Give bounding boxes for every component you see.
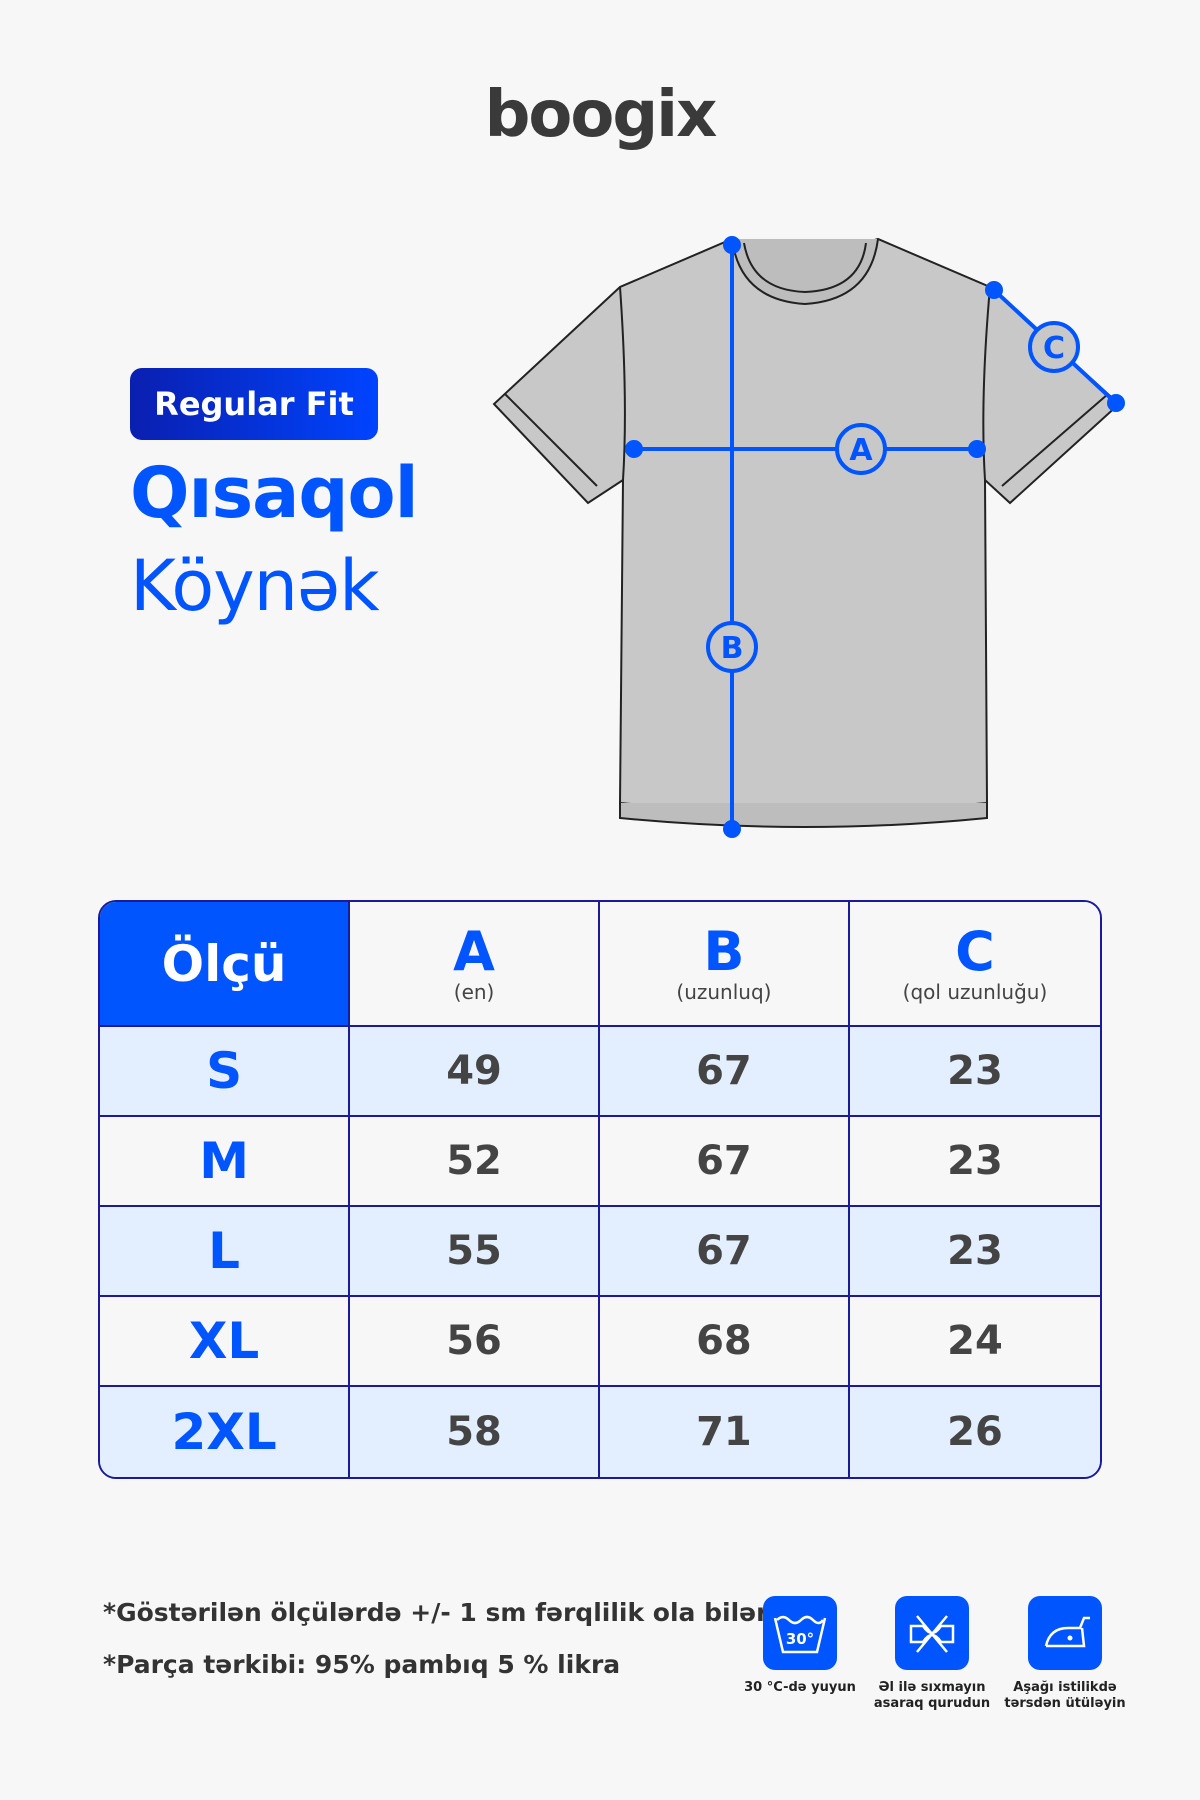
col-c-header: C (qol uzunluğu) [849,902,1100,1027]
iron-low-icon [1028,1596,1102,1670]
product-title-line2: Köynək [130,545,380,627]
table-row: L 55 67 23 [100,1207,1100,1297]
table-row: XL 56 68 24 [100,1297,1100,1387]
svg-text:30°: 30° [786,1630,814,1648]
table-row: M 52 67 23 [100,1117,1100,1207]
tolerance-note: *Göstərilən ölçülərdə +/- 1 sm fərqlilik… [103,1598,775,1627]
care-wash: 30° 30 °C-də yuyun [735,1596,865,1696]
product-title-line1: Qısaqol [130,452,419,534]
col-a-header: A (en) [350,902,600,1027]
shirt-body [492,237,1121,813]
tshirt-diagram: A B C [492,236,1125,838]
fabric-note: *Parça tərkibi: 95% pambıq 5 % likra [103,1650,621,1679]
wash-30-icon: 30° [763,1596,837,1670]
table-row: 2XL 58 71 26 [100,1387,1100,1477]
label-a: A [849,433,873,468]
care-iron: Aşağı istilikdə tərsdən ütüləyin [1000,1596,1130,1712]
care-wring: Əl ilə sıxmayın asaraq qurudun [867,1596,997,1712]
do-not-wring-icon [895,1596,969,1670]
fit-badge: Regular Fit [130,368,378,440]
brand-logo: boogix [484,78,718,152]
label-c: C [1043,331,1065,366]
label-b: B [721,631,744,666]
col-b-header: B (uzunluq) [599,902,850,1027]
table-row: S 49 67 23 [100,1027,1100,1117]
size-header: Ölçü [100,902,351,1027]
